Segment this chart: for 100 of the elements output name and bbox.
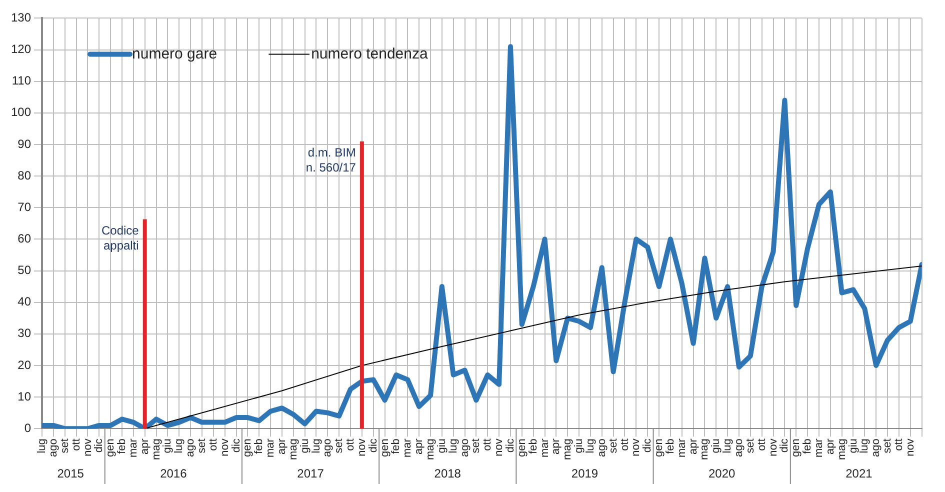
x-tick-label: feb (253, 438, 266, 454)
y-tick-label: 90 (18, 136, 32, 151)
x-tick-label: set (470, 438, 482, 454)
x-tick-label: ago (596, 438, 608, 457)
text: 2017 (297, 466, 324, 480)
x-tick-label: mar (127, 438, 140, 458)
x-tick-label: ago (47, 438, 60, 457)
x-tick-label: mag (287, 438, 300, 460)
x-tick-label: nov (218, 438, 231, 456)
x-tick-label: mag (562, 438, 574, 460)
x-tick-label: gen (790, 438, 802, 457)
x-tick-label: ott (207, 438, 220, 451)
x-tick-label: giu (162, 438, 174, 454)
y-tick-label: 130 (10, 10, 32, 25)
x-tick-label: set (333, 438, 346, 454)
x-tick-label: giu (710, 438, 722, 454)
x-tick-label: dic (642, 438, 654, 453)
y-tick-label: 70 (18, 200, 32, 214)
x-tick-label: feb (664, 438, 676, 454)
x-tick-label: nov (493, 438, 506, 456)
x-tick-label: apr (138, 438, 151, 455)
x-tick-label: lug (722, 438, 734, 454)
x-tick-label: mar (538, 438, 551, 458)
x-tick-label: gen (653, 438, 666, 457)
x-tick-label: set (196, 438, 208, 454)
y-tick-label: 30 (18, 326, 32, 340)
text: 2021 (846, 466, 873, 480)
x-tick-label: mar (813, 438, 825, 458)
x-tick-label: apr (276, 438, 288, 455)
x-tick-label: lug (36, 438, 48, 454)
x-tick-label: mag (698, 438, 711, 460)
x-tick-label: mag (424, 438, 437, 460)
x-tick-label: nov (904, 438, 916, 456)
x-tick-label: nov (82, 438, 94, 456)
x-tick-label: ott (70, 438, 82, 451)
x-tick-label: lug (858, 438, 871, 454)
y-tick-label: 120 (10, 42, 32, 56)
x-tick-label: dic (93, 438, 106, 453)
y-tick-label: 40 (18, 294, 32, 309)
x-tick-label: ago (322, 438, 334, 457)
x-tick-label: ago (184, 438, 197, 457)
x-tick-label: giu (847, 438, 860, 454)
ref-line-label: d.m. BIM n. 560/17 (306, 146, 356, 175)
y-tick-label: 110 (12, 74, 32, 88)
legend-label: numero gare (132, 45, 218, 62)
ref-line-label: Codice appalti (101, 224, 140, 253)
x-tick-label: lug (310, 438, 322, 454)
x-tick-label: lug (173, 438, 186, 454)
x-tick-label: apr (824, 438, 836, 455)
x-tick-label: ott (482, 438, 494, 451)
y-tick-label: 80 (18, 168, 32, 182)
x-tick-label: nov (356, 438, 368, 456)
x-tick-label: set (607, 438, 620, 454)
y-tick-label: 60 (18, 232, 32, 246)
x-tick-label: dic (230, 438, 242, 453)
y-tick-label: 100 (10, 105, 32, 120)
x-tick-label: mag (150, 438, 162, 460)
x-tick-label: dic (504, 438, 517, 453)
x-tick-label: ago (870, 438, 882, 457)
y-tick-label: 50 (18, 263, 32, 278)
x-tick-label: lug (447, 438, 460, 454)
x-tick-label: set (58, 438, 71, 454)
x-tick-label: lug (584, 438, 596, 454)
x-tick-label: ott (756, 438, 768, 451)
x-tick-label: ago (733, 438, 746, 457)
x-tick-label: gen (378, 438, 391, 457)
x-tick-label: feb (802, 438, 814, 454)
text: 2016 (160, 466, 188, 480)
x-tick-label: mar (264, 438, 277, 458)
text: 2019 (571, 466, 598, 480)
x-tick-label: dic (367, 438, 380, 453)
legend-label: numero tendenza (311, 45, 428, 62)
x-tick-label: apr (550, 438, 562, 455)
x-tick-label: feb (390, 438, 402, 454)
x-tick-label: ott (892, 438, 905, 451)
text: 2015 (57, 466, 84, 480)
x-tick-label: mar (402, 438, 414, 458)
x-tick-label: giu (573, 438, 586, 454)
x-tick-label: nov (767, 438, 780, 456)
x-tick-label: dic (778, 438, 791, 453)
x-tick-label: nov (630, 438, 642, 456)
y-tick-label: 0 (24, 420, 32, 435)
text: 2018 (434, 466, 462, 480)
text: 2020 (708, 466, 736, 480)
x-tick-label: ott (344, 438, 357, 451)
x-tick-label: set (882, 438, 894, 454)
x-tick-label: giu (298, 438, 311, 454)
x-tick-label: gen (242, 438, 254, 457)
x-tick-label: feb (527, 438, 540, 454)
x-tick-label: set (744, 438, 756, 454)
x-tick-label: mag (836, 438, 848, 460)
y-tick-label: 20 (18, 358, 32, 372)
y-tick-label: 10 (18, 389, 32, 404)
x-tick-label: feb (116, 438, 128, 454)
x-tick-label: gen (516, 438, 528, 457)
x-tick-label: apr (687, 438, 700, 455)
x-tick-label: ago (458, 438, 471, 457)
x-tick-label: gen (104, 438, 117, 457)
x-tick-label: giu (436, 438, 448, 454)
x-tick-label: ott (618, 438, 631, 451)
